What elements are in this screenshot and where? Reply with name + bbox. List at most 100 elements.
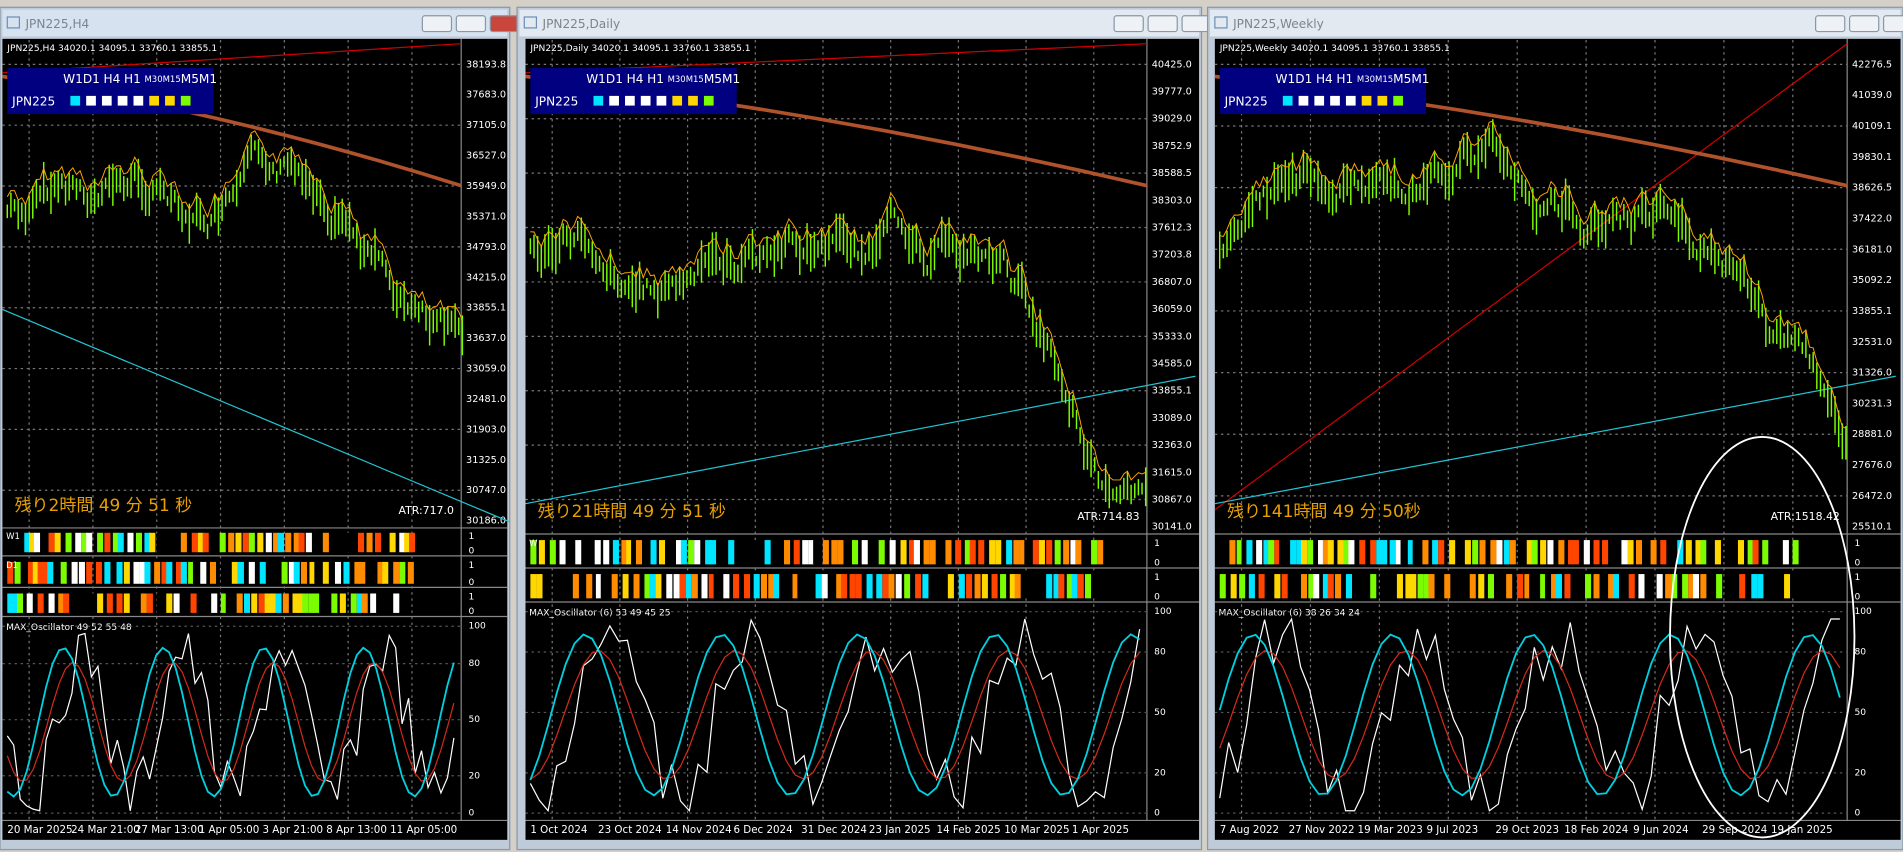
signal-cell [26, 593, 33, 613]
timeframe: M15 [163, 74, 181, 84]
signal-cell [42, 532, 49, 553]
signal-cell [117, 532, 124, 553]
signal-cell [95, 561, 102, 584]
signal-cell [1710, 574, 1717, 599]
signal-cell [904, 574, 911, 599]
signal-cell [1784, 574, 1791, 599]
signal-cell [144, 561, 151, 584]
signal-cell [1239, 574, 1246, 599]
oscillator-line [530, 649, 1141, 780]
signal-cell [1490, 540, 1497, 565]
signal-cell [758, 540, 765, 565]
price-label: 33855.1 [1852, 306, 1892, 317]
status-square [688, 95, 698, 106]
signal-cell [106, 593, 113, 613]
candles [1218, 119, 1847, 460]
timeframe: H4 [1316, 71, 1333, 85]
osc-scale-label: 50 [1854, 708, 1866, 718]
signal-cell [123, 593, 130, 613]
signal-cell [259, 561, 266, 584]
signal-cell [810, 574, 817, 599]
price-label: 33855.1 [1152, 386, 1192, 397]
close-button[interactable] [1181, 15, 1212, 33]
signal-cell [188, 561, 195, 584]
signal-cell [1792, 540, 1799, 565]
signal-cell [16, 593, 24, 613]
osc-scale-label: 50 [1154, 708, 1166, 718]
date-label: 6 Dec 2024 [733, 824, 792, 836]
price-label: 39029.0 [1152, 114, 1192, 125]
minimize-button[interactable] [1113, 15, 1144, 33]
signal-cell [808, 540, 815, 565]
status-square [180, 95, 191, 106]
signal-cell [375, 532, 382, 553]
signal-cell [1700, 574, 1707, 599]
signal-cell [633, 574, 640, 599]
signal-cell [146, 593, 153, 613]
signal-cell [48, 593, 55, 613]
signal-cell [680, 540, 687, 565]
maximize-button[interactable] [455, 15, 487, 33]
signal-cell [1407, 540, 1414, 565]
signal-cell [12, 593, 19, 613]
signal-cell [782, 574, 789, 599]
signal-cell [333, 532, 340, 553]
price-label: 34793.0 [466, 242, 506, 253]
signal-cell [353, 532, 360, 553]
minimize-button[interactable] [421, 15, 453, 33]
signal-cell [133, 561, 140, 584]
price-label: 38303.0 [1152, 195, 1192, 206]
signal-cell [792, 574, 799, 599]
signal-cell [48, 532, 55, 553]
maximize-button[interactable] [1147, 15, 1178, 33]
chart-header: JPN225,Weekly 34020.1 34095.1 33760.1 33… [1219, 44, 1450, 54]
signal-cell [837, 540, 844, 565]
minimize-button[interactable] [1815, 15, 1846, 33]
signal-cell [191, 532, 198, 553]
signal-cell [542, 574, 549, 599]
signal-cell [275, 593, 282, 613]
status-square [70, 95, 81, 106]
signal-cell [37, 593, 44, 613]
chart-area [2, 38, 508, 840]
signal-cell [1296, 540, 1303, 565]
sub-scale-label: 0 [1854, 559, 1860, 569]
signal-cell [116, 593, 123, 613]
signal-cell [878, 540, 885, 565]
sub-scale-label: 0 [1154, 593, 1160, 603]
close-button[interactable] [1882, 15, 1903, 33]
signal-cell [628, 574, 635, 599]
date-label: 1 Oct 2024 [530, 824, 587, 836]
moving-average [530, 192, 1146, 481]
maximize-button[interactable] [1848, 15, 1880, 33]
signal-cell [277, 532, 284, 553]
signal-cell [1724, 574, 1731, 599]
signal-cell [86, 532, 93, 553]
signal-cell [1370, 574, 1377, 599]
signal-cell [1046, 574, 1053, 599]
signal-cell [166, 532, 173, 553]
close-button[interactable] [489, 15, 521, 33]
signal-cell [80, 593, 87, 613]
signal-cell [29, 532, 36, 553]
signal-cell [553, 574, 560, 599]
signal-cell [1677, 540, 1684, 565]
signal-cell [1292, 574, 1299, 599]
signal-cell [370, 593, 377, 613]
price-label: 32481.0 [466, 394, 506, 405]
oscillator-line [529, 633, 1141, 797]
window-icon [6, 16, 21, 29]
signal-cell [1650, 540, 1657, 565]
signal-cell [104, 532, 111, 553]
signal-cell [1585, 574, 1592, 599]
signal-cell [569, 540, 576, 565]
signal-cell [354, 561, 361, 584]
signal-cell [733, 574, 740, 599]
signal-cell [784, 540, 791, 565]
signal-cell [1531, 540, 1538, 565]
price-label: 35092.2 [1852, 275, 1892, 286]
signal-cell [257, 532, 264, 553]
signal-cell [831, 540, 838, 565]
sub-scale-label: 0 [1854, 593, 1860, 603]
